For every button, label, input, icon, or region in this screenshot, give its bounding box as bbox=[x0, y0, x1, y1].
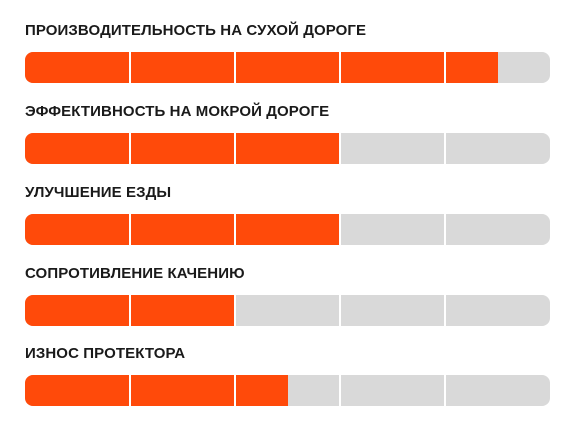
rating-segment-divider bbox=[234, 133, 236, 164]
rating-dry-performance: ПРОИЗВОДИТЕЛЬНОСТЬ НА СУХОЙ ДОРОГЕ bbox=[25, 22, 550, 83]
rating-segment-divider bbox=[444, 214, 446, 245]
rating-fill bbox=[25, 52, 498, 83]
rating-segment-divider bbox=[339, 375, 341, 406]
rating-segment-divider bbox=[234, 295, 236, 326]
rating-segment-divider bbox=[444, 133, 446, 164]
rating-segment-divider bbox=[129, 295, 131, 326]
rating-label: СОПРОТИВЛЕНИЕ КАЧЕНИЮ bbox=[25, 265, 245, 282]
rating-segment-divider bbox=[234, 375, 236, 406]
rating-bar bbox=[25, 295, 550, 326]
rating-segment-divider bbox=[129, 214, 131, 245]
rating-segment-divider bbox=[129, 52, 131, 83]
rating-segment-divider bbox=[339, 214, 341, 245]
rating-segment-divider bbox=[129, 133, 131, 164]
rating-segment-divider bbox=[444, 375, 446, 406]
rating-segment-divider bbox=[339, 295, 341, 326]
rating-label: ЭФФЕКТИВНОСТЬ НА МОКРОЙ ДОРОГЕ bbox=[25, 103, 330, 120]
rating-fill bbox=[25, 375, 288, 406]
rating-fill bbox=[25, 214, 340, 245]
rating-wet-performance: ЭФФЕКТИВНОСТЬ НА МОКРОЙ ДОРОГЕ bbox=[25, 103, 550, 164]
rating-segment-divider bbox=[444, 52, 446, 83]
rating-bar bbox=[25, 52, 550, 83]
rating-segment-divider bbox=[129, 375, 131, 406]
rating-bar bbox=[25, 133, 550, 164]
rating-segment-divider bbox=[339, 52, 341, 83]
rating-ride-comfort: УЛУЧШЕНИЕ ЕЗДЫ bbox=[25, 184, 550, 245]
rating-label: УЛУЧШЕНИЕ ЕЗДЫ bbox=[25, 184, 172, 201]
rating-segment-divider bbox=[339, 133, 341, 164]
rating-tread-wear: ИЗНОС ПРОТЕКТОРА bbox=[25, 345, 550, 406]
rating-segment-divider bbox=[234, 214, 236, 245]
rating-segment-divider bbox=[234, 52, 236, 83]
rating-bar bbox=[25, 214, 550, 245]
rating-rolling-resistance: СОПРОТИВЛЕНИЕ КАЧЕНИЮ bbox=[25, 265, 550, 326]
rating-segment-divider bbox=[444, 295, 446, 326]
rating-bar bbox=[25, 375, 550, 406]
rating-label: ИЗНОС ПРОТЕКТОРА bbox=[25, 345, 186, 362]
rating-fill bbox=[25, 133, 340, 164]
rating-label: ПРОИЗВОДИТЕЛЬНОСТЬ НА СУХОЙ ДОРОГЕ bbox=[25, 22, 367, 39]
